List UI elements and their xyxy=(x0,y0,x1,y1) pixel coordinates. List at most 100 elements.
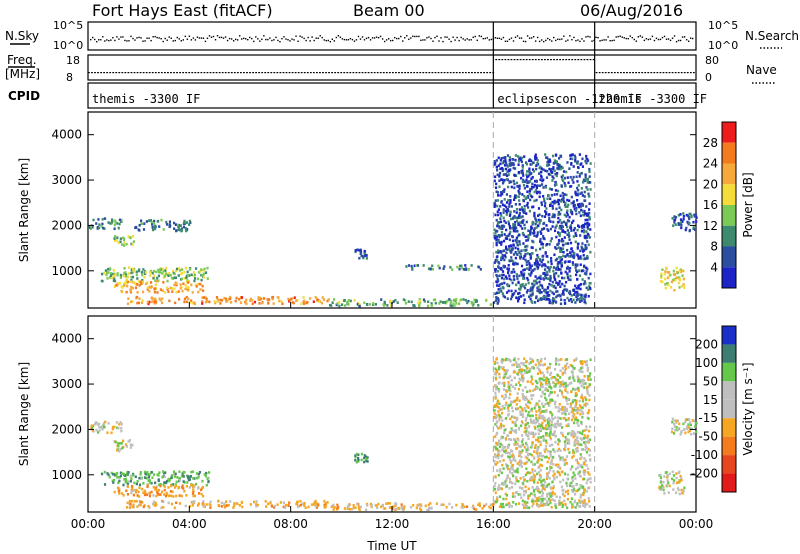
data-cell xyxy=(554,301,558,304)
data-cell xyxy=(679,270,682,274)
data-cell xyxy=(108,276,112,279)
data-cell xyxy=(541,264,544,267)
data-cell xyxy=(530,225,533,229)
nsky-point xyxy=(478,35,480,37)
data-cell xyxy=(477,503,480,507)
data-cell xyxy=(513,214,516,218)
data-cell xyxy=(506,475,509,478)
data-cell xyxy=(587,448,590,451)
data-cell xyxy=(534,179,537,183)
data-cell xyxy=(514,203,517,206)
data-cell xyxy=(546,495,549,498)
data-cell xyxy=(588,170,591,174)
data-cell xyxy=(120,218,123,222)
data-cell xyxy=(519,378,522,382)
data-cell xyxy=(564,201,567,205)
freq-point xyxy=(303,72,306,74)
data-cell xyxy=(573,207,576,211)
data-cell xyxy=(546,382,549,386)
data-cell xyxy=(536,267,539,270)
data-cell xyxy=(553,499,556,503)
data-cell xyxy=(529,231,532,234)
data-cell xyxy=(687,214,690,218)
data-cell xyxy=(140,477,143,480)
data-cell xyxy=(496,213,500,217)
data-cell xyxy=(503,219,506,223)
data-cell xyxy=(500,487,503,491)
data-cell xyxy=(575,263,579,267)
freq-point xyxy=(686,72,689,74)
data-cell xyxy=(577,269,581,272)
data-cell xyxy=(499,220,503,224)
freq-point xyxy=(337,72,340,74)
data-cell xyxy=(528,190,531,193)
data-cell xyxy=(512,455,516,459)
nsky-point xyxy=(637,36,640,38)
freq-point xyxy=(346,72,349,74)
data-cell xyxy=(520,273,523,277)
data-cell xyxy=(530,300,533,303)
data-cell xyxy=(571,490,575,493)
data-cell xyxy=(443,265,446,268)
data-cell xyxy=(179,283,182,286)
data-cell xyxy=(504,237,507,240)
data-cell xyxy=(146,485,149,489)
data-cell xyxy=(464,267,468,270)
data-cell xyxy=(184,284,187,287)
data-cell xyxy=(203,473,206,476)
data-cell xyxy=(504,255,507,259)
data-cell xyxy=(585,450,589,454)
data-cell xyxy=(521,434,524,437)
data-cell xyxy=(515,181,519,185)
data-cell xyxy=(170,476,173,480)
data-cell xyxy=(576,461,579,464)
data-cell xyxy=(553,213,556,217)
data-cell xyxy=(577,205,580,209)
data-cell xyxy=(585,270,588,273)
data-cell xyxy=(528,478,532,482)
data-cell xyxy=(572,205,575,208)
data-cell xyxy=(363,249,366,253)
freq-point xyxy=(261,72,264,74)
data-cell xyxy=(499,468,502,471)
data-cell xyxy=(516,262,519,266)
data-cell xyxy=(531,176,534,179)
data-cell xyxy=(525,460,529,464)
data-cell xyxy=(552,474,555,477)
data-cell xyxy=(420,504,423,508)
data-cell xyxy=(163,488,166,492)
data-cell xyxy=(429,506,432,510)
data-cell xyxy=(115,239,119,242)
data-cell xyxy=(552,485,555,488)
data-cell xyxy=(660,274,663,277)
freq-point xyxy=(565,59,568,61)
data-cell xyxy=(442,267,445,271)
data-cell xyxy=(694,213,698,217)
data-cell xyxy=(497,390,501,393)
data-cell xyxy=(546,228,549,231)
data-cell xyxy=(512,166,515,170)
data-cell xyxy=(570,247,573,251)
data-cell xyxy=(188,486,192,489)
data-cell xyxy=(521,449,524,452)
freq-point xyxy=(504,59,507,61)
data-cell xyxy=(552,269,555,273)
data-cell xyxy=(675,476,678,480)
data-cell xyxy=(527,406,530,410)
data-cell xyxy=(498,402,501,406)
data-cell xyxy=(578,274,582,277)
data-cell xyxy=(586,225,589,229)
data-cell xyxy=(579,381,582,385)
data-cell xyxy=(554,440,557,444)
freq-point xyxy=(255,72,257,74)
data-cell xyxy=(150,481,153,485)
data-cell xyxy=(529,289,532,293)
data-cell xyxy=(530,171,533,175)
data-cell xyxy=(502,459,505,462)
data-cell xyxy=(563,181,566,185)
data-cell xyxy=(539,165,542,169)
data-cell xyxy=(569,208,572,212)
data-cell xyxy=(497,443,500,446)
data-cell xyxy=(542,186,545,189)
data-cell xyxy=(390,300,393,303)
